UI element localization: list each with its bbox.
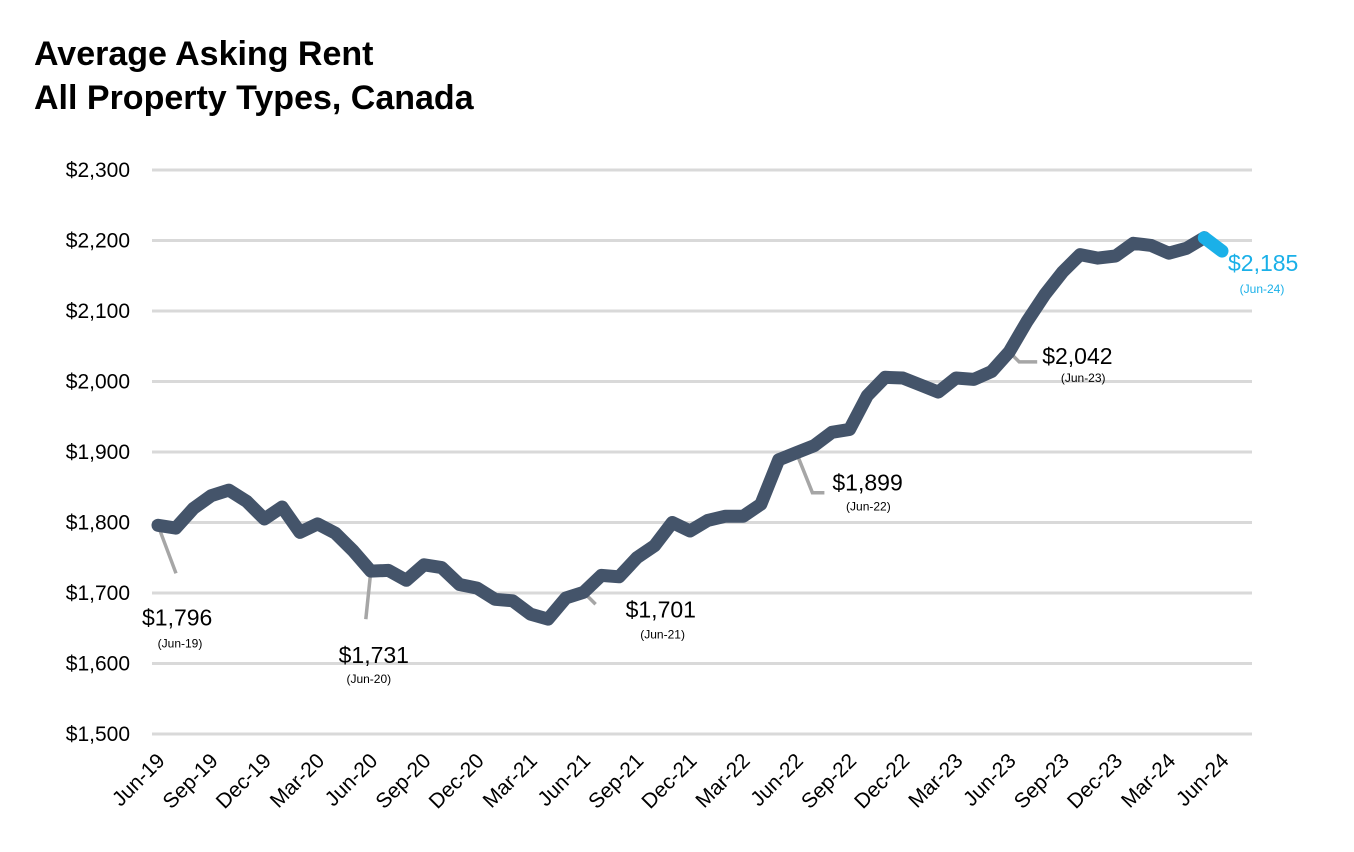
annotation-date: (Jun-24): [1240, 282, 1285, 296]
x-tick-label: Jun-24: [1172, 749, 1234, 811]
y-tick-label: $1,700: [66, 582, 130, 605]
chart-title-line-1: Average Asking Rent: [34, 35, 374, 73]
annotation-value: $1,701: [626, 596, 696, 622]
annotation-value: $1,796: [142, 604, 212, 630]
x-tick-label: Dec-23: [1063, 749, 1127, 813]
series-layer: [151, 231, 1229, 626]
x-tick-label: Dec-21: [637, 749, 701, 813]
annotation-value: $2,185: [1228, 250, 1298, 276]
x-tick-label: Sep-20: [371, 749, 435, 813]
x-tick-label: Sep-22: [797, 749, 861, 813]
y-tick-label: $1,600: [66, 653, 130, 676]
x-tick-label: Dec-22: [850, 749, 914, 813]
y-tick-label: $2,100: [66, 300, 130, 323]
x-tick-label: Dec-20: [425, 749, 489, 813]
annotations: $1,796 (Jun-19) $1,731 (Jun-20) $1,701 (Jun-2…: [142, 250, 1298, 686]
annotation-leader: [156, 524, 178, 574]
x-tick-label: Jun-19: [108, 749, 170, 811]
x-tick-label: Mar-22: [691, 749, 754, 812]
annotation-leaders: [156, 350, 1038, 620]
x-tick-label: Mar-24: [1117, 749, 1181, 813]
annotation-date: (Jun-23): [1061, 371, 1106, 385]
x-tick-label: Sep-21: [584, 749, 648, 813]
annotation-leader: [364, 570, 373, 620]
chart-title: Average Asking Rent All Property Types, …: [34, 32, 474, 120]
annotation-leader: [794, 452, 825, 495]
x-tick-label: Jun-20: [321, 749, 383, 811]
x-tick-label: Mar-23: [904, 749, 967, 812]
x-tick-label: Sep-23: [1010, 749, 1074, 813]
annotation-value: $1,899: [832, 470, 902, 496]
annotation-value: $1,731: [339, 642, 409, 668]
annotation-date: (Jun-21): [640, 627, 685, 641]
annotation-value: $2,042: [1042, 343, 1112, 369]
x-axis-ticks: Jun-19Sep-19Dec-19Mar-20Jun-20Sep-20Dec-…: [108, 749, 1234, 813]
annotation-date: (Jun-20): [346, 672, 391, 686]
y-tick-label: $1,500: [66, 723, 130, 746]
x-tick-label: Sep-19: [159, 749, 223, 813]
y-tick-label: $1,900: [66, 441, 130, 464]
x-tick-label: Mar-21: [479, 749, 542, 812]
y-tick-label: $2,300: [66, 159, 130, 182]
chart-title-line-2: All Property Types, Canada: [34, 79, 474, 117]
x-tick-label: Jun-22: [746, 749, 808, 811]
y-tick-label: $2,200: [66, 230, 130, 253]
gridlines: [152, 168, 1252, 736]
x-tick-label: Jun-23: [959, 749, 1021, 811]
annotation-date: (Jun-19): [158, 636, 203, 650]
x-tick-label: Mar-20: [266, 749, 329, 812]
y-axis-ticks: $1,500 $1,600 $1,700 $1,800 $1,900 $2,000 $2,1…: [66, 159, 130, 746]
x-tick-label: Jun-21: [533, 749, 595, 811]
series-line-latest-segment: [1197, 231, 1229, 258]
y-tick-label: $1,800: [66, 512, 130, 535]
series-line: [151, 231, 1211, 626]
annotation-date: (Jun-22): [846, 500, 891, 514]
x-tick-label: Dec-19: [212, 749, 276, 813]
y-tick-label: $2,000: [66, 371, 130, 394]
